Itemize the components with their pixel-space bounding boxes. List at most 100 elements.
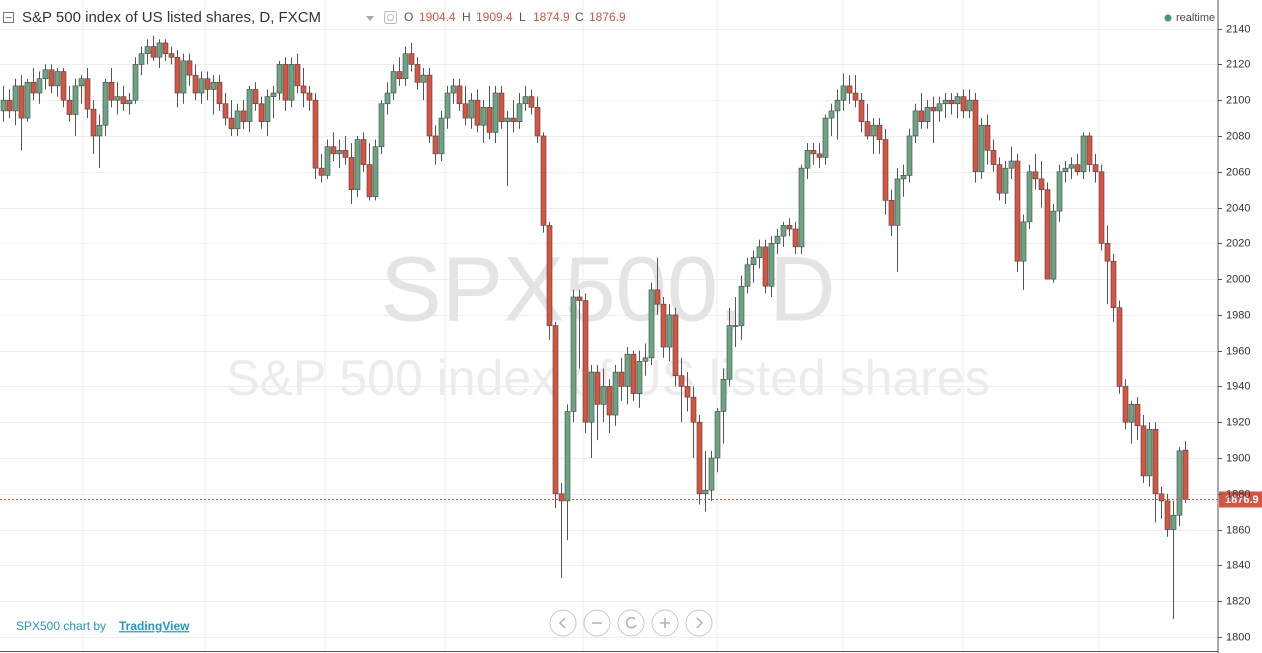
candle-body	[1176, 450, 1183, 516]
candle-body	[282, 64, 289, 101]
candle-body	[390, 71, 397, 94]
ohlc-label: C	[575, 10, 584, 24]
candle-body	[918, 110, 925, 122]
candle-body	[216, 81, 223, 105]
candle-body	[468, 99, 475, 119]
candle-body	[1050, 210, 1057, 280]
candle-body	[726, 325, 733, 380]
chart-title: S&P 500 index of US listed shares, D, FX…	[22, 9, 321, 26]
ohlc-header: O 1904.4 H 1909.4 L 1874.9 C 1876.9	[404, 10, 626, 24]
candle-body	[78, 78, 85, 87]
candle-body	[588, 371, 595, 423]
candle-body	[1092, 164, 1099, 173]
y-tick-label: 1820	[1226, 595, 1250, 607]
candle-body	[348, 157, 355, 190]
candle-body	[570, 296, 577, 412]
scroll-right-button[interactable]	[685, 609, 713, 637]
candle-body	[1020, 221, 1027, 262]
candle-body	[48, 69, 55, 87]
candle-body	[312, 99, 319, 169]
candle-body	[840, 85, 847, 101]
y-tick-label: 1940	[1226, 380, 1250, 392]
candle-body	[144, 46, 151, 54]
candle-body	[1182, 449, 1189, 500]
candle-body	[264, 96, 271, 122]
candle-body	[246, 89, 253, 122]
ohlc-value: 1909.4	[476, 10, 513, 24]
candle-body	[150, 46, 157, 58]
candle-body	[546, 225, 553, 326]
candle-body	[510, 117, 517, 122]
candle-body	[228, 117, 235, 130]
candle-body	[702, 489, 709, 495]
scroll-left-button[interactable]	[549, 609, 577, 637]
y-tick-label: 2040	[1226, 202, 1250, 214]
collapse-icon[interactable]	[3, 12, 14, 23]
candle-body	[666, 314, 673, 348]
ohlc-label: L	[519, 10, 526, 24]
candle-body	[1122, 386, 1129, 423]
candle-body	[1002, 167, 1009, 194]
candle-body	[822, 117, 829, 158]
candle-body	[792, 228, 799, 248]
candle-body	[708, 457, 715, 491]
candle-body	[90, 108, 97, 137]
reset-button[interactable]	[617, 609, 645, 637]
candle-body	[636, 361, 643, 394]
last-price: 1876.9	[0, 491, 1262, 508]
candle-body	[720, 378, 727, 412]
candle-body	[528, 96, 535, 108]
y-tick-label: 2140	[1226, 23, 1250, 35]
candle-body	[714, 411, 721, 459]
candle-body	[354, 139, 361, 190]
candle-body	[1038, 178, 1045, 190]
candle-body	[678, 375, 685, 387]
credit-link[interactable]: TradingView	[119, 619, 190, 633]
candle-body	[438, 117, 445, 155]
candle-body	[1098, 171, 1105, 244]
candle-body	[204, 78, 211, 90]
candle-body	[474, 99, 481, 126]
candle-body	[996, 164, 1003, 194]
candle-body	[990, 149, 997, 165]
candle-body	[1116, 307, 1123, 387]
candle-body	[234, 110, 241, 130]
candle-body	[804, 149, 811, 169]
settings-icon[interactable]	[384, 11, 397, 24]
candle-body	[660, 303, 667, 348]
candle-body	[924, 107, 931, 122]
dropdown-icon[interactable]	[366, 16, 374, 21]
candles	[0, 35, 1189, 620]
candle-body	[648, 289, 655, 359]
candle-body	[786, 225, 793, 230]
candle-body	[864, 121, 871, 137]
candle-body	[360, 139, 367, 165]
candle-body	[1110, 260, 1117, 309]
candle-body	[1158, 493, 1165, 502]
candle-body	[480, 107, 487, 126]
candle-body	[540, 135, 547, 226]
candle-body	[420, 74, 427, 83]
candle-body	[108, 81, 115, 101]
candle-body	[84, 78, 91, 110]
candle-body	[1026, 171, 1033, 223]
candle-body	[432, 135, 439, 155]
y-tick-label: 2000	[1226, 273, 1250, 285]
candle-body	[834, 99, 841, 112]
candle-body	[744, 264, 751, 287]
candle-body	[780, 225, 787, 237]
candle-body	[858, 99, 865, 122]
candle-body	[870, 124, 877, 137]
candle-body	[606, 386, 613, 416]
candle-body	[696, 421, 703, 495]
candle-body	[516, 103, 523, 122]
candle-body	[444, 92, 451, 119]
candle-body	[252, 89, 259, 105]
candle-body	[1140, 425, 1147, 477]
candle-body	[456, 85, 463, 105]
candle-body	[1032, 171, 1039, 180]
settings-icon-gear	[387, 14, 394, 21]
candle-body	[330, 146, 337, 155]
candle-body	[486, 107, 493, 133]
